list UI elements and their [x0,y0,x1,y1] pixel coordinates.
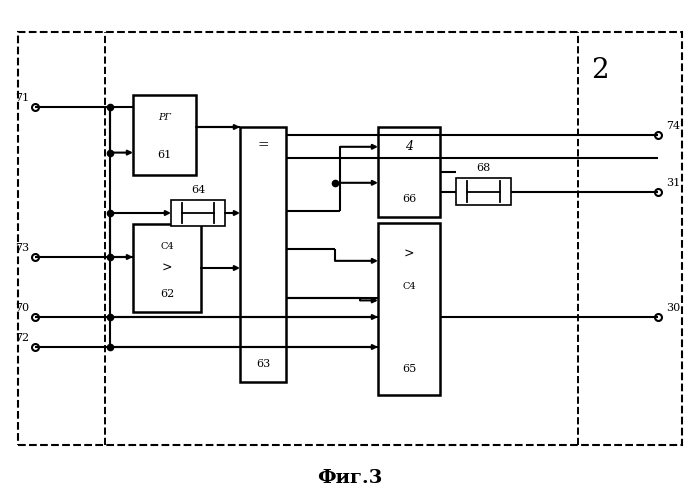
Text: 68: 68 [477,163,491,173]
Text: РГ: РГ [158,113,171,122]
Bar [133,95,196,175]
Text: >: > [161,262,172,274]
Bar [171,200,225,226]
Text: 2: 2 [591,56,609,84]
Text: 73: 73 [15,243,29,253]
Bar [378,223,440,395]
Text: 61: 61 [157,150,172,160]
Text: 71: 71 [15,93,29,103]
Bar [378,127,440,217]
Text: =: = [257,138,269,152]
Text: 4: 4 [405,140,413,153]
Text: 70: 70 [15,303,29,313]
Text: 63: 63 [256,359,270,369]
Text: С4: С4 [402,282,416,291]
Text: 65: 65 [402,364,416,374]
Text: С4: С4 [160,242,174,252]
Text: 30: 30 [666,303,680,313]
Text: 31: 31 [666,178,680,188]
Text: 64: 64 [191,185,205,195]
Text: 74: 74 [666,121,680,131]
Bar [133,224,201,312]
Text: 72: 72 [15,333,29,343]
Bar [456,178,511,205]
Text: 66: 66 [402,194,416,204]
Text: Фиг.3: Фиг.3 [317,469,382,487]
Text: 62: 62 [160,290,174,300]
Text: >: > [404,248,415,260]
Bar [240,127,286,382]
Bar [18,32,682,445]
